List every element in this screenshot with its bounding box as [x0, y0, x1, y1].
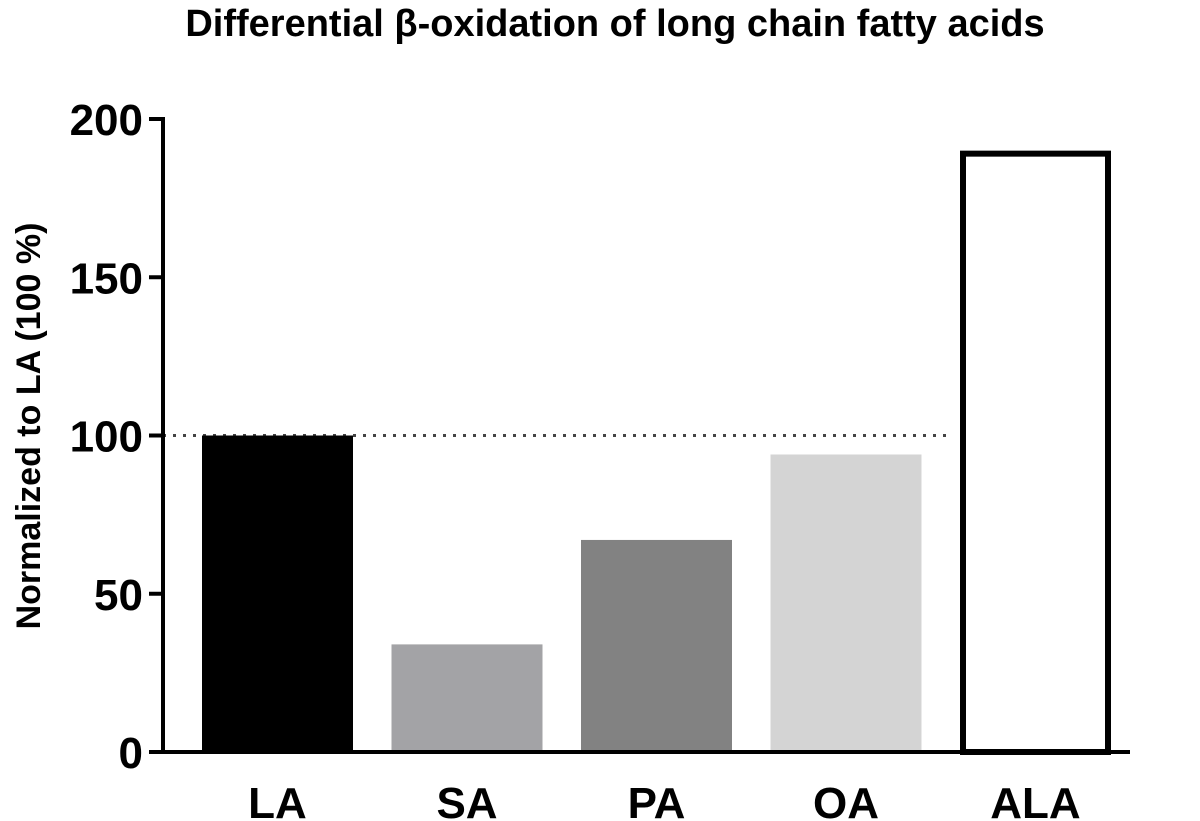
x-tick-label: SA	[436, 779, 497, 821]
x-tick-label: OA	[813, 779, 879, 821]
bar-sa	[391, 644, 543, 752]
y-tick-label: 50	[94, 571, 143, 620]
bar-oa	[770, 454, 922, 752]
chart-title: Differential β-oxidation of long chain f…	[185, 3, 1044, 45]
y-axis-label: Normalized to LA (100 %)	[10, 223, 48, 630]
bar-la	[202, 435, 353, 752]
x-tick-label: ALA	[990, 779, 1080, 821]
y-tick-label: 0	[119, 729, 143, 778]
x-tick-label: LA	[248, 779, 307, 821]
y-tick-label: 200	[70, 96, 143, 145]
y-tick-label: 150	[70, 254, 143, 303]
bar-ala	[960, 150, 1111, 755]
y-tick-label: 100	[70, 413, 143, 462]
bar-pa	[581, 539, 732, 752]
x-tick-label: PA	[628, 779, 686, 821]
plot-area: LA SA PA OA ALA 0 50 100 150 200	[70, 96, 1130, 821]
